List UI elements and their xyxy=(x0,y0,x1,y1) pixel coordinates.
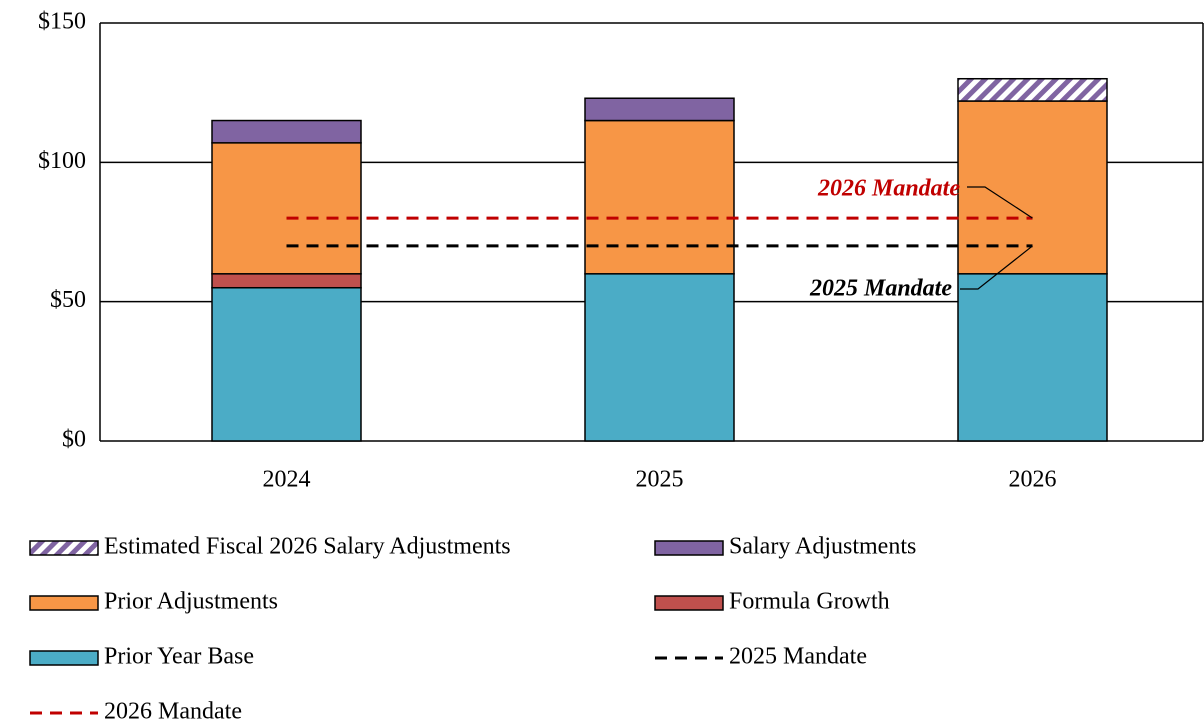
bar-segment xyxy=(584,273,735,442)
annotation: 2025 Mandate xyxy=(809,276,952,302)
legend-label: 2026 Mandate xyxy=(104,699,242,721)
y-tick-label: $150 xyxy=(38,9,86,35)
bar-segment xyxy=(211,119,362,144)
annotation: 2026 Mandate xyxy=(817,176,960,202)
y-tick-label: $50 xyxy=(50,287,86,313)
bar-segment xyxy=(584,119,735,275)
leader-line xyxy=(967,186,1033,219)
bar-segment xyxy=(211,286,362,442)
legend-label: Salary Adjustments xyxy=(729,534,916,560)
legend-label: 2025 Mandate xyxy=(729,644,867,670)
x-tick-label: 2026 xyxy=(1009,467,1057,493)
legend-swatch xyxy=(654,595,724,611)
bar-segment xyxy=(211,142,362,275)
legend-label: Estimated Fiscal 2026 Salary Adjustments xyxy=(104,534,511,560)
legend-swatch xyxy=(29,650,99,666)
legend-swatch xyxy=(654,540,724,556)
legend-label: Prior Adjustments xyxy=(104,589,278,615)
y-tick-label: $0 xyxy=(62,427,86,453)
y-tick-label: $100 xyxy=(38,148,86,174)
bar-segment xyxy=(584,97,735,122)
bar-segment xyxy=(957,77,1108,102)
legend-label: Formula Growth xyxy=(729,589,890,615)
legend-swatch xyxy=(29,595,99,611)
legend-label: Prior Year Base xyxy=(104,644,254,670)
x-tick-label: 2025 xyxy=(636,467,684,493)
legend-swatch xyxy=(29,540,99,556)
bar-segment xyxy=(211,273,362,289)
x-tick-label: 2024 xyxy=(263,467,311,493)
leader-line xyxy=(960,245,1033,290)
bar-segment xyxy=(957,273,1108,442)
